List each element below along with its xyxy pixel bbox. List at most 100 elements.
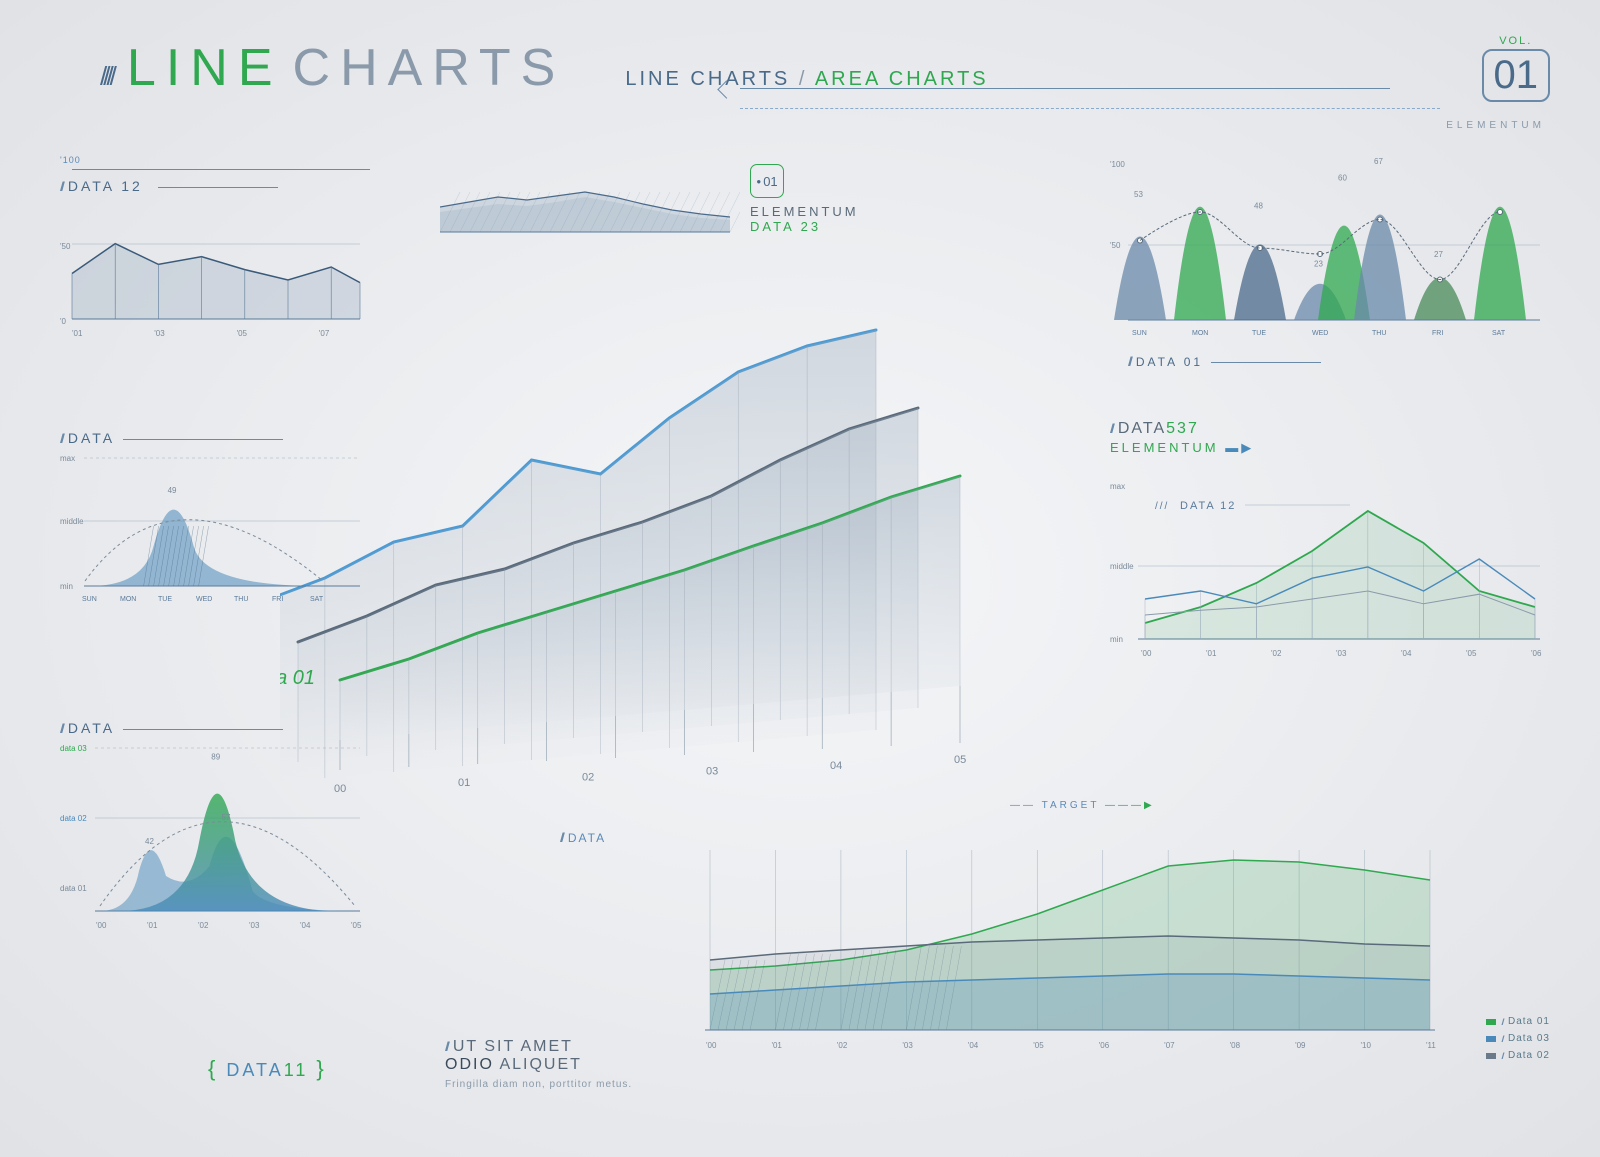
ytick-100: 100 bbox=[63, 155, 81, 165]
svg-text:'100: '100 bbox=[1110, 160, 1125, 169]
svg-text:max: max bbox=[60, 454, 75, 463]
svg-text:'02: '02 bbox=[837, 1041, 848, 1050]
midleft-svg: max middle min 49 SUNMONTUEWEDTHUFRISAT bbox=[60, 446, 370, 616]
svg-text:'04: '04 bbox=[968, 1041, 979, 1050]
svg-text:49: 49 bbox=[168, 486, 177, 495]
data-label-bl: ///DATA bbox=[60, 720, 370, 736]
data537-prefix: DATA bbox=[1118, 420, 1166, 437]
svg-text:89: 89 bbox=[211, 753, 220, 762]
header: //// LINE CHARTS LINE CHARTS / AREA CHAR… bbox=[100, 38, 1520, 98]
svg-text:60: 60 bbox=[1338, 174, 1347, 183]
svg-text:05: 05 bbox=[954, 754, 966, 766]
topright-svg: '100 '50 5372482360672772 SUNMONTUEWEDTH… bbox=[1110, 155, 1550, 345]
rightmid-svg: max middle min /// DATA 12 '00'01'02'03'… bbox=[1110, 474, 1550, 674]
svg-text:'10: '10 bbox=[1361, 1041, 1372, 1050]
svg-text:'0: '0 bbox=[60, 317, 67, 326]
svg-text:'03: '03 bbox=[1336, 649, 1347, 658]
elementum-label: ELEMENTUM bbox=[1446, 120, 1545, 131]
svg-text:SAT: SAT bbox=[310, 596, 324, 603]
svg-text:'04: '04 bbox=[300, 921, 311, 930]
badge-data23: DATA 23 bbox=[750, 219, 859, 234]
chart-midleft: ///DATA max middle min 49 SUNMONTUEWEDTH… bbox=[60, 430, 370, 621]
svg-text:'05: '05 bbox=[351, 921, 362, 930]
svg-text:23: 23 bbox=[1314, 260, 1323, 269]
svg-text:///: /// bbox=[1155, 501, 1169, 512]
chart-main-iso: 000102030405Data 03Data 02Data 01 bbox=[280, 250, 1060, 810]
svg-text:42: 42 bbox=[145, 837, 154, 846]
svg-text:data 02: data 02 bbox=[60, 814, 87, 823]
svg-text:'01: '01 bbox=[1206, 649, 1217, 658]
data11-label: { DATA11 } bbox=[208, 1056, 327, 1082]
svg-text:WED: WED bbox=[1312, 330, 1328, 337]
data01-label: ///DATA 01 bbox=[1128, 354, 1550, 369]
footer-l1c: ALIQUET bbox=[499, 1056, 581, 1073]
svg-text:'03: '03 bbox=[154, 329, 165, 338]
svg-text:67: 67 bbox=[1374, 157, 1383, 166]
svg-text:'05: '05 bbox=[1466, 649, 1477, 658]
svg-text:01: 01 bbox=[458, 777, 470, 789]
svg-text:'08: '08 bbox=[1230, 1041, 1241, 1050]
svg-text:MON: MON bbox=[1192, 330, 1208, 337]
svg-text:02: 02 bbox=[582, 771, 594, 783]
svg-text:'09: '09 bbox=[1295, 1041, 1306, 1050]
badge-elementum: ELEMENTUM bbox=[750, 204, 859, 219]
chart-botleft: ///DATA data 03 data 02 data 01 894257 '… bbox=[60, 720, 370, 951]
data12-label: ///DATA 12 bbox=[60, 178, 370, 194]
svg-text:03: 03 bbox=[706, 766, 718, 778]
footer-l2: Fringilla diam non, porttitor metus. bbox=[445, 1078, 632, 1092]
svg-text:middle: middle bbox=[1110, 562, 1134, 571]
footer-l1b: ODIO bbox=[445, 1056, 494, 1073]
svg-text:'00: '00 bbox=[1141, 649, 1152, 658]
crumb2: AREA CHARTS bbox=[815, 68, 989, 90]
svg-text:SAT: SAT bbox=[1492, 330, 1506, 337]
legend-d2: Data 02 bbox=[1508, 1050, 1550, 1061]
svg-text:Data 01: Data 01 bbox=[280, 667, 315, 689]
centerstrip-svg bbox=[440, 160, 740, 240]
svg-text:FRI: FRI bbox=[272, 596, 283, 603]
svg-text:'50: '50 bbox=[60, 242, 71, 251]
svg-text:'01: '01 bbox=[147, 921, 158, 930]
svg-text:'11: '11 bbox=[1426, 1041, 1436, 1050]
legend-bottom: //Data 01 //Data 03 //Data 02 bbox=[1486, 1010, 1550, 1067]
target-label: —— TARGET ———▶ bbox=[1010, 800, 1155, 811]
svg-text:'50: '50 bbox=[1110, 241, 1121, 250]
chart-rightmid: ///DATA537 ELEMENTUM ▬▶ max middle min /… bbox=[1110, 420, 1550, 679]
svg-text:27: 27 bbox=[1434, 250, 1443, 259]
svg-text:min: min bbox=[1110, 635, 1123, 644]
svg-text:DATA 12: DATA 12 bbox=[1180, 500, 1236, 512]
iso-svg: 000102030405Data 03Data 02Data 01 bbox=[280, 250, 1060, 810]
svg-text:'01: '01 bbox=[72, 329, 83, 338]
svg-text:'06: '06 bbox=[1531, 649, 1542, 658]
vol-label: VOL. bbox=[1482, 35, 1551, 47]
svg-text:'00: '00 bbox=[706, 1041, 717, 1050]
svg-text:'05: '05 bbox=[237, 329, 248, 338]
svg-text:middle: middle bbox=[60, 517, 84, 526]
svg-text:THU: THU bbox=[1372, 330, 1386, 337]
svg-text:'07: '07 bbox=[1164, 1041, 1175, 1050]
svg-text:'04: '04 bbox=[1401, 649, 1412, 658]
volume-badge: VOL. 01 bbox=[1482, 35, 1551, 102]
chart-bottom: '00'01'02'03'04'05'06'07'08'09'10'11 bbox=[695, 830, 1455, 1065]
crumb1: LINE CHARTS bbox=[625, 68, 790, 90]
svg-text:data 01: data 01 bbox=[60, 884, 87, 893]
svg-text:'02: '02 bbox=[198, 921, 209, 930]
svg-text:MON: MON bbox=[120, 596, 136, 603]
svg-text:04: 04 bbox=[830, 760, 842, 772]
svg-text:min: min bbox=[60, 582, 73, 591]
legend-d3: Data 03 bbox=[1508, 1033, 1550, 1044]
data-label-ml: ///DATA bbox=[60, 430, 370, 446]
svg-text:WED: WED bbox=[196, 596, 212, 603]
title-sub: CHARTS bbox=[293, 38, 566, 98]
legend-d1: Data 01 bbox=[1508, 1016, 1550, 1027]
svg-text:'06: '06 bbox=[1099, 1041, 1110, 1050]
hatch-icon: //// bbox=[100, 61, 113, 92]
svg-text:'03: '03 bbox=[902, 1041, 913, 1050]
data-hatch-label: ///DATA bbox=[560, 830, 606, 845]
svg-text:'03: '03 bbox=[249, 921, 260, 930]
svg-text:'05: '05 bbox=[1033, 1041, 1044, 1050]
svg-text:'00: '00 bbox=[96, 921, 107, 930]
header-dashed-rule bbox=[740, 108, 1440, 109]
header-rule bbox=[740, 88, 1390, 89]
crumb-sep: / bbox=[799, 68, 808, 90]
footer-l1a: UT SIT AMET bbox=[453, 1038, 573, 1055]
